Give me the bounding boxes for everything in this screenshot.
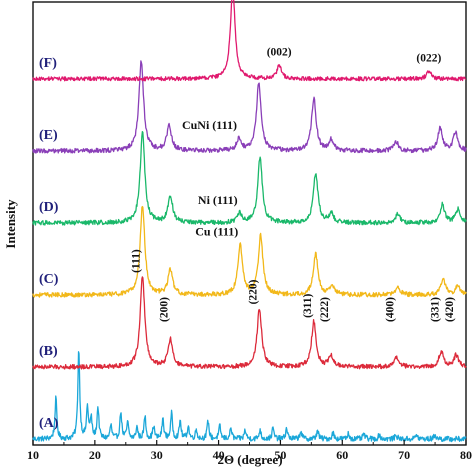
- peak-annotation-f-1: (002): [267, 46, 292, 58]
- species-annotation-2: Cu (111): [195, 224, 238, 238]
- peak-annotation-f-2: (022): [416, 53, 441, 65]
- peak-annotation-b-8: (400): [385, 297, 397, 322]
- species-annotation-0: CuNi (111): [182, 118, 237, 132]
- series-line-a: [32, 351, 467, 443]
- series-label-c: (C): [39, 272, 59, 287]
- x-tick-label-80: 80: [460, 448, 472, 462]
- species-annotation-1: Ni (111): [198, 193, 238, 207]
- peak-annotation-b-9: (331): [429, 297, 441, 322]
- peak-annotation-b-5: (220): [247, 279, 259, 304]
- series-layer: (A) (B) (C) (D) (E) (F): [32, 0, 467, 443]
- series-line-e: [32, 60, 467, 154]
- series-line-f: [32, 0, 467, 82]
- peak-annotation-b-10: (420): [444, 297, 456, 322]
- series-line-d: [32, 130, 467, 226]
- x-axis-title: 2Θ (degree): [217, 452, 282, 467]
- x-tick-label-60: 60: [336, 448, 348, 462]
- series-line-b: [32, 276, 467, 370]
- x-tick-label-50: 50: [274, 448, 286, 462]
- peak-annotation-b-3: (111): [131, 249, 143, 273]
- series-label-a: (A): [39, 416, 59, 431]
- series-label-f: (F): [39, 56, 57, 71]
- series-label-d: (D): [39, 200, 59, 215]
- peak-annotation-b-4: (200): [158, 297, 170, 322]
- series-label-b: (B): [39, 344, 58, 359]
- peak-annotation-b-7: (222): [319, 297, 331, 322]
- x-tick-label-30: 30: [151, 448, 163, 462]
- axis-layer: 10 20 30 40 50 60 70 80: [27, 440, 472, 462]
- peak-annotation-b-6: (311): [302, 293, 314, 317]
- x-tick-label-10: 10: [27, 448, 39, 462]
- x-tick-label-20: 20: [89, 448, 101, 462]
- x-tick-label-40: 40: [213, 448, 225, 462]
- series-label-e: (E): [39, 128, 58, 143]
- annotation-layer: (111)(002)(022)(111)(200)(220)(311)(222)…: [131, 46, 457, 322]
- y-axis-title: Intensity: [3, 199, 18, 249]
- series-line-c: [32, 205, 467, 298]
- x-tick-label-70: 70: [398, 448, 410, 462]
